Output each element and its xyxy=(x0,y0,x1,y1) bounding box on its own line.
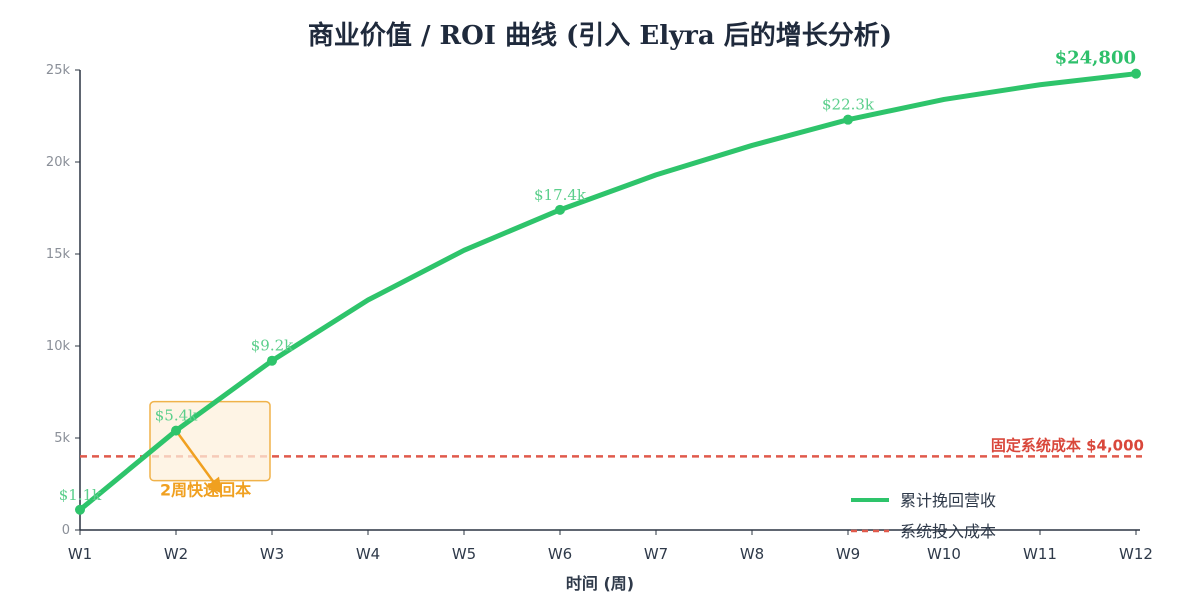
x-tick-label: W8 xyxy=(740,545,764,563)
data-label: $5.4k xyxy=(155,407,198,425)
data-point xyxy=(1131,68,1141,79)
legend: 累计挽回营收 系统投入成本 xyxy=(851,491,996,541)
data-point xyxy=(555,204,565,215)
x-tick-label: W10 xyxy=(927,545,961,563)
y-tick-label: 10k xyxy=(46,339,71,354)
legend-label-cost: 系统投入成本 xyxy=(900,522,996,541)
x-tick-label: W7 xyxy=(644,545,668,563)
x-tick-label: W4 xyxy=(356,545,380,563)
y-tick-label: 20k xyxy=(46,155,71,170)
x-axis-label: 时间 (周) xyxy=(566,574,634,593)
y-tick-label: 0 xyxy=(62,523,70,538)
reference-line-group: 固定系统成本 $4,000 xyxy=(80,436,1144,458)
series-group xyxy=(77,71,1139,513)
reference-line-label: 固定系统成本 $4,000 xyxy=(991,436,1144,454)
data-label: $1.1k xyxy=(59,486,102,504)
y-axis: 0 5k 10k 15k 20k 25k xyxy=(46,63,81,538)
annotation-arrow-shaft xyxy=(174,429,216,484)
data-point xyxy=(171,425,181,436)
annotation-text: 2周快速回本 xyxy=(160,481,251,500)
legend-label-revenue: 累计挽回营收 xyxy=(900,491,996,510)
data-label: $22.3k xyxy=(822,96,875,114)
x-tick-label: W2 xyxy=(164,545,188,563)
y-tick-label: 5k xyxy=(54,431,70,446)
series-line xyxy=(77,71,1139,513)
data-point xyxy=(843,114,853,125)
y-tick-label: 15k xyxy=(46,247,71,262)
data-point xyxy=(267,355,277,366)
data-point xyxy=(75,504,85,515)
x-tick-label: W3 xyxy=(260,545,284,563)
y-tick-label: 25k xyxy=(46,63,71,78)
x-axis: W1 W2 W3 W4 W5 W6 W7 W8 W9 W10 W11 W12 xyxy=(68,529,1153,563)
annotation-group: 2周快速回本 xyxy=(149,400,271,500)
x-tick-label: W5 xyxy=(452,545,476,563)
data-labels-group: $1.1k $5.4k $9.2k $17.4k $22.3k $24,800 xyxy=(59,48,1141,515)
x-tick-label: W9 xyxy=(836,545,860,563)
x-tick-label: W11 xyxy=(1023,545,1057,563)
data-label: $9.2k xyxy=(251,337,294,355)
annotation-arrow-head xyxy=(206,476,222,494)
x-tick-label: W12 xyxy=(1119,545,1153,563)
annotation-box xyxy=(149,400,271,482)
x-tick-label: W6 xyxy=(548,545,572,563)
x-tick-label: W1 xyxy=(68,545,92,563)
chart-title: 商业价值 / ROI 曲线 (引入 Elyra 后的增长分析) xyxy=(308,20,892,51)
data-label: $17.4k xyxy=(534,186,587,204)
data-label: $24,800 xyxy=(1055,48,1136,69)
